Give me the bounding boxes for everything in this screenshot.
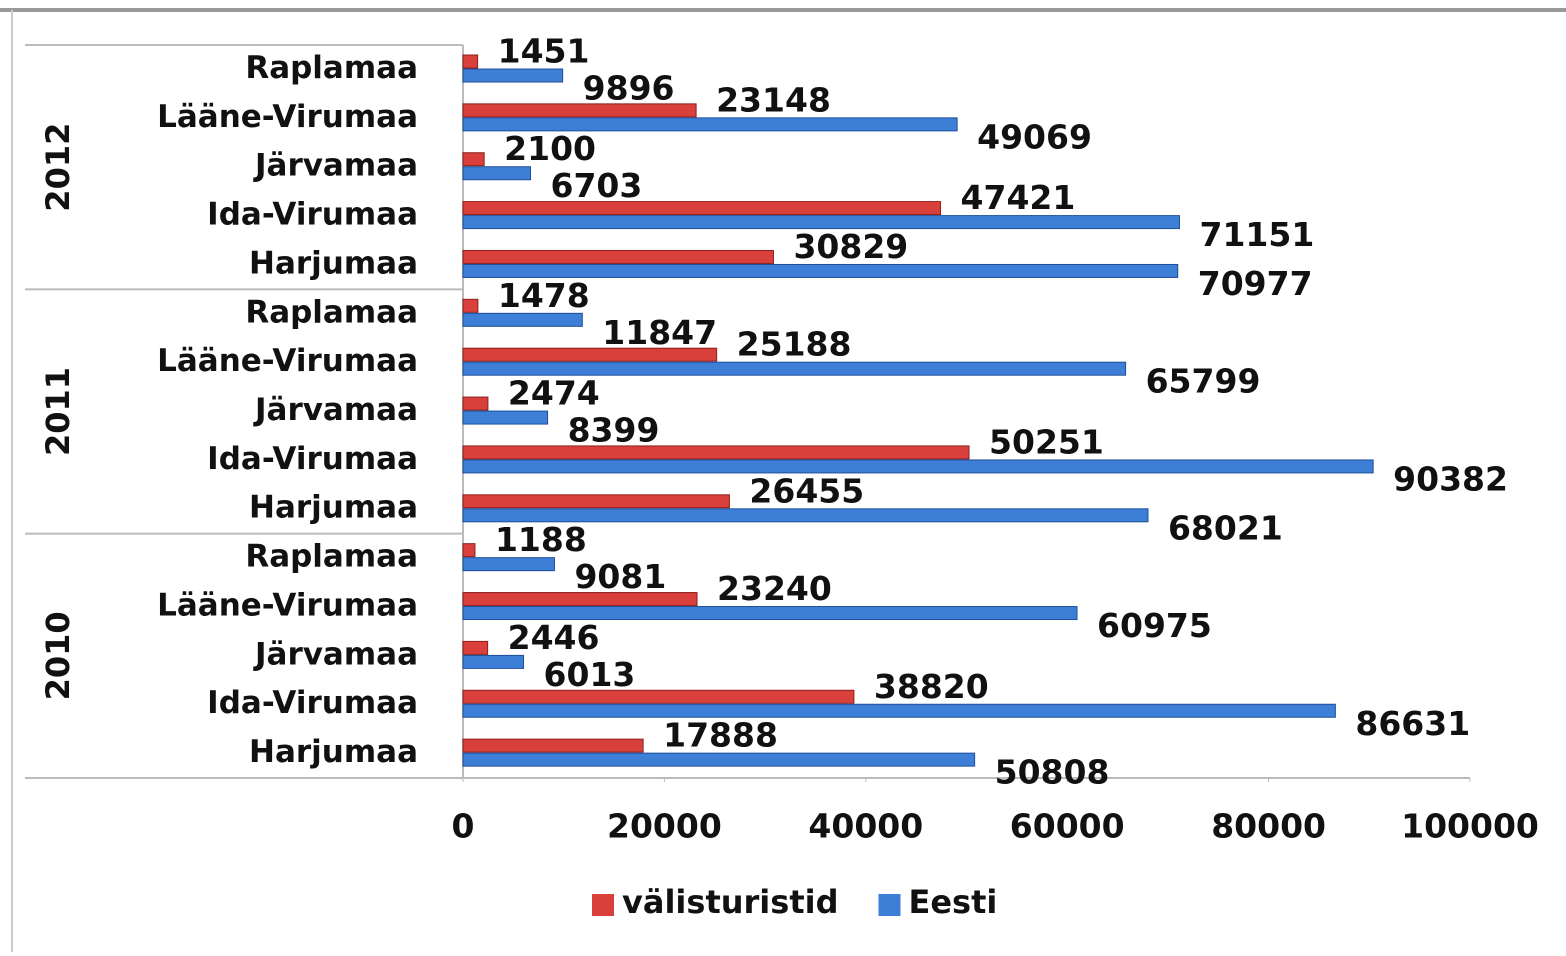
data-label: 8399 <box>568 411 660 450</box>
category-label: Järvamaa <box>253 636 418 672</box>
data-label: 86631 <box>1355 704 1470 743</box>
category-label: Ida-Virumaa <box>207 197 418 233</box>
x-tick-label: 0 <box>452 807 475 846</box>
category-label: Järvamaa <box>253 148 418 184</box>
bar <box>462 152 485 167</box>
bar <box>462 543 476 558</box>
data-label: 6013 <box>544 655 636 694</box>
bar <box>462 263 1179 278</box>
x-tick-label: 100000 <box>1401 807 1539 846</box>
data-label: 90382 <box>1393 459 1508 498</box>
data-label: 25188 <box>737 325 852 364</box>
x-tick-label: 40000 <box>808 807 923 846</box>
category-label: Ida-Virumaa <box>207 685 418 721</box>
data-label: 23148 <box>716 80 831 119</box>
x-tick-label: 80000 <box>1211 807 1326 846</box>
bar <box>462 396 489 411</box>
data-label: 26455 <box>749 471 864 510</box>
data-label: 6703 <box>550 166 642 205</box>
category-label: Lääne-Virumaa <box>157 99 418 135</box>
legend-label: välisturistid <box>622 883 838 921</box>
data-label: 9896 <box>583 69 675 108</box>
data-label: 50808 <box>995 753 1110 792</box>
bar <box>462 117 958 132</box>
bar <box>462 557 555 572</box>
category-label: Järvamaa <box>253 392 418 428</box>
category-label: Lääne-Virumaa <box>157 587 418 623</box>
bar <box>462 312 583 327</box>
data-label: 2474 <box>508 374 600 413</box>
category-label: Harjumaa <box>249 490 418 526</box>
data-label: 1451 <box>498 32 590 71</box>
category-label: Harjumaa <box>249 245 418 281</box>
category-label: Lääne-Virumaa <box>157 343 418 379</box>
bar <box>462 361 1127 376</box>
category-label: Ida-Virumaa <box>207 441 418 477</box>
data-label: 65799 <box>1146 362 1261 401</box>
bar <box>462 68 564 83</box>
bar <box>462 445 970 460</box>
data-label: 2100 <box>504 129 596 168</box>
category-label: Raplamaa <box>245 50 418 86</box>
category-label: Raplamaa <box>245 539 418 575</box>
bar <box>462 508 1149 523</box>
bar <box>462 459 1374 474</box>
x-tick-label: 20000 <box>607 807 722 846</box>
bar <box>462 298 479 313</box>
bar <box>462 215 1180 230</box>
data-label: 71151 <box>1199 215 1314 254</box>
bar <box>462 592 698 607</box>
data-label: 30829 <box>793 227 908 266</box>
legend-swatch <box>878 894 901 916</box>
data-label: 68021 <box>1168 508 1283 547</box>
data-label: 60975 <box>1097 606 1212 645</box>
category-label: Raplamaa <box>245 294 418 330</box>
bar <box>462 752 976 767</box>
bar <box>462 347 718 362</box>
data-label: 47421 <box>961 178 1076 217</box>
data-label: 2446 <box>508 618 600 657</box>
group-label: 2012 <box>39 123 77 212</box>
legend-label: Eesti <box>908 883 997 921</box>
data-label: 1478 <box>498 276 590 315</box>
bar <box>462 249 774 264</box>
bar <box>462 201 942 216</box>
group-label: 2010 <box>39 611 77 700</box>
bar <box>462 654 525 669</box>
bar <box>462 103 697 118</box>
category-label: Harjumaa <box>249 734 418 770</box>
x-tick-label: 60000 <box>1010 807 1125 846</box>
bar <box>462 703 1336 718</box>
bar <box>462 738 644 753</box>
legend-swatch <box>592 894 614 916</box>
data-label: 23240 <box>717 569 832 608</box>
bar <box>462 606 1078 621</box>
data-label: 38820 <box>874 667 989 706</box>
data-label: 17888 <box>663 716 778 755</box>
group-label: 2011 <box>39 367 77 456</box>
bar <box>462 54 479 69</box>
data-label: 9081 <box>574 557 666 596</box>
data-label: 70977 <box>1198 264 1313 303</box>
data-label: 50251 <box>989 422 1104 461</box>
bar <box>462 640 489 655</box>
data-label: 49069 <box>977 117 1092 156</box>
data-label: 11847 <box>602 313 717 352</box>
bar <box>462 410 549 425</box>
bar <box>462 166 531 181</box>
bar <box>462 494 730 509</box>
bar <box>462 689 855 704</box>
data-label: 1188 <box>495 520 587 559</box>
